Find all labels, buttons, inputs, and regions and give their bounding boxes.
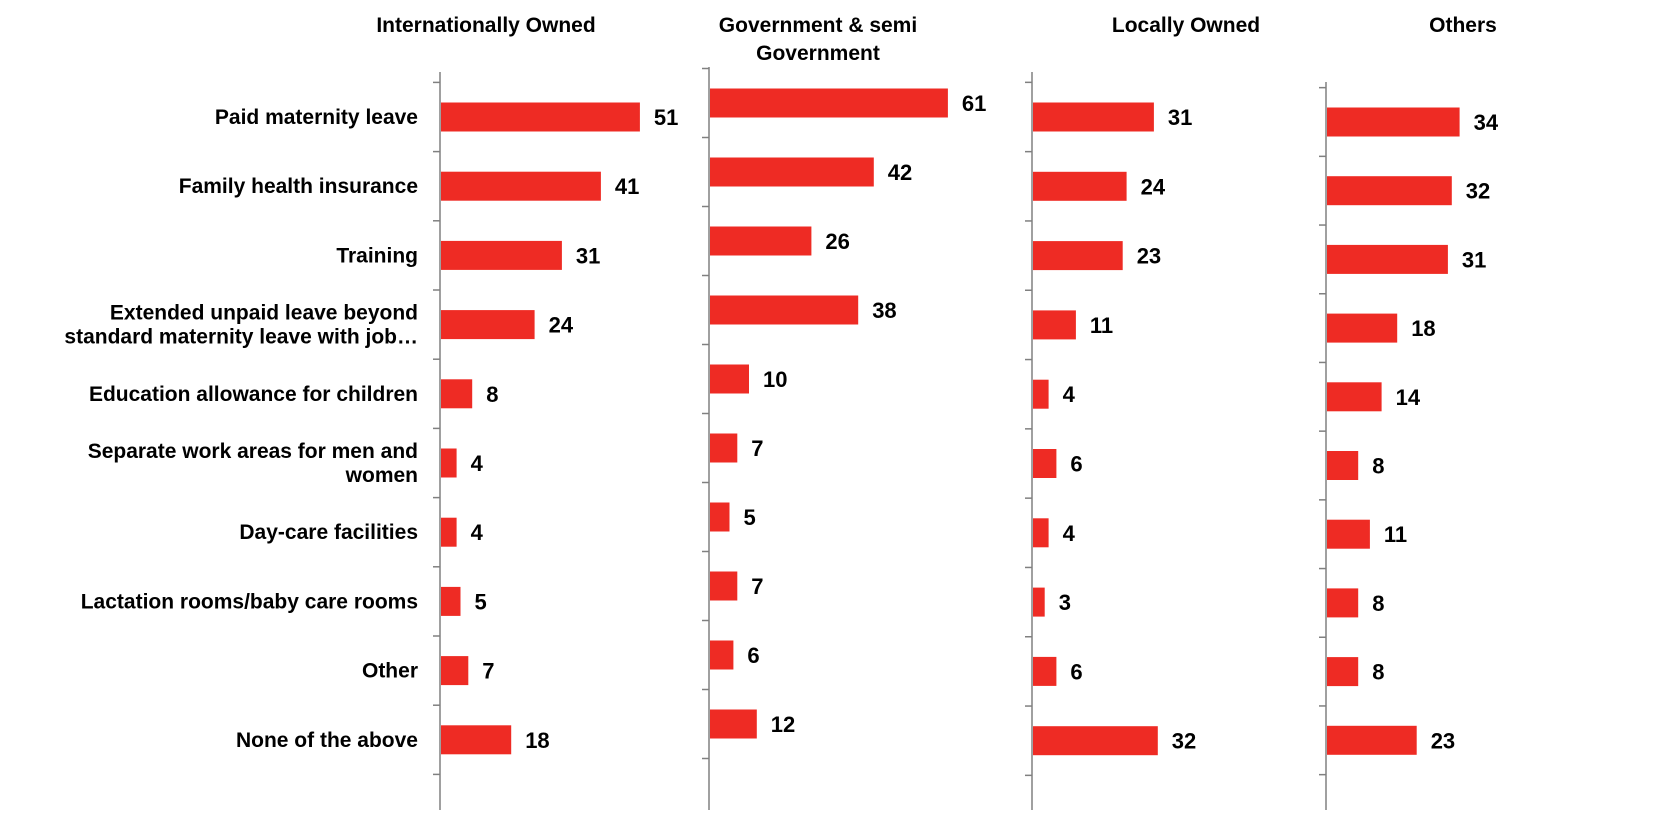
data-label: 3	[1059, 590, 1071, 615]
bar	[710, 226, 812, 256]
data-label: 4	[471, 520, 484, 545]
data-label: 6	[1070, 659, 1082, 684]
bar	[441, 240, 562, 270]
data-label: 31	[576, 243, 600, 268]
bar	[1033, 171, 1127, 201]
bar	[1033, 726, 1158, 756]
data-label: 5	[475, 589, 487, 614]
data-label: 4	[1063, 521, 1076, 546]
panel-title: Internationally Owned	[376, 14, 595, 37]
panel-title: Government & semi Government	[719, 14, 917, 65]
bar	[1327, 657, 1359, 687]
bar	[1327, 451, 1359, 480]
data-label: 32	[1172, 729, 1196, 754]
data-label: 42	[888, 160, 912, 185]
bar	[441, 586, 461, 616]
data-label: 38	[872, 298, 896, 323]
bar	[1327, 244, 1448, 274]
bar	[441, 379, 473, 409]
category-label: Education allowance for children	[89, 383, 418, 406]
category-label: Other	[362, 660, 418, 683]
bar	[441, 310, 535, 340]
bar	[441, 448, 457, 478]
bar	[1033, 587, 1045, 617]
bar	[441, 725, 512, 755]
bar	[1033, 449, 1057, 478]
panel-0: Internationally Owned 51 41 31 24 8 4 4 5 7 18	[376, 14, 678, 810]
data-label: 5	[744, 505, 756, 530]
bar	[441, 102, 640, 132]
bar	[1327, 519, 1370, 549]
data-label: 31	[1462, 247, 1486, 272]
bar	[1327, 725, 1417, 755]
data-label: 4	[1063, 382, 1076, 407]
data-label: 11	[1090, 313, 1113, 338]
data-label: 7	[482, 659, 494, 684]
data-label: 24	[1141, 174, 1166, 199]
bar	[441, 656, 469, 686]
bar	[710, 88, 948, 118]
category-label: Family health insurance	[179, 175, 418, 198]
data-label: 23	[1431, 728, 1455, 753]
bar	[710, 502, 730, 532]
data-label: 32	[1466, 179, 1490, 204]
panel-title: Others	[1429, 14, 1497, 37]
bar	[1327, 382, 1382, 412]
bar	[710, 364, 749, 394]
data-label: 7	[751, 574, 763, 599]
bar	[1033, 518, 1049, 548]
panel-3: Others 34 32 31 18 14 8 11 8 8 23	[1319, 14, 1499, 810]
data-label: 24	[549, 313, 574, 338]
data-label: 6	[1070, 452, 1082, 477]
bar	[710, 709, 757, 739]
bar	[441, 517, 457, 547]
category-label: Paid maternity leave	[215, 106, 418, 129]
data-label: 51	[654, 105, 678, 130]
panel-2: Locally Owned 31 24 23 11 4 6 4 3 6 32	[1025, 14, 1260, 810]
data-label: 18	[525, 728, 549, 753]
panel-title: Locally Owned	[1112, 14, 1260, 37]
data-label: 8	[486, 382, 498, 407]
bar	[1327, 107, 1460, 137]
data-label: 41	[615, 174, 639, 199]
data-label: 8	[1372, 660, 1384, 685]
bar	[1033, 241, 1123, 271]
bar	[710, 571, 738, 601]
bar	[1327, 313, 1398, 343]
data-label: 61	[962, 91, 986, 116]
bar	[710, 640, 734, 670]
data-label: 6	[747, 643, 759, 668]
bar	[1327, 588, 1359, 618]
bar	[710, 157, 874, 187]
data-label: 23	[1137, 244, 1161, 269]
category-label: None of the above	[236, 729, 418, 752]
data-label: 8	[1372, 591, 1384, 616]
data-label: 18	[1411, 316, 1435, 341]
panel-1: Government & semi Government 61 42 26 38 10 7 5 7…	[702, 14, 986, 810]
category-label: Lactation rooms/baby care rooms	[81, 590, 418, 613]
data-label: 8	[1372, 454, 1384, 479]
category-label: Training	[336, 244, 418, 267]
data-label: 14	[1396, 385, 1421, 410]
bar	[1033, 310, 1076, 340]
bar	[1033, 379, 1049, 409]
data-label: 34	[1474, 110, 1499, 135]
data-label: 31	[1168, 105, 1192, 130]
category-label: Extended unpaid leave beyond standard mat…	[64, 302, 418, 349]
bar	[441, 171, 601, 201]
data-label: 10	[763, 367, 787, 392]
category-label: Separate work areas for men and women	[88, 440, 418, 487]
data-label: 7	[751, 436, 763, 461]
data-label: 12	[771, 712, 795, 737]
bar	[1033, 102, 1154, 132]
bar	[710, 433, 738, 463]
data-label: 4	[471, 451, 484, 476]
category-label: Day-care facilities	[239, 521, 418, 544]
data-label: 11	[1384, 522, 1407, 547]
bar	[1033, 656, 1057, 686]
bar	[1327, 176, 1452, 206]
data-label: 26	[825, 229, 849, 254]
bar	[710, 295, 859, 325]
